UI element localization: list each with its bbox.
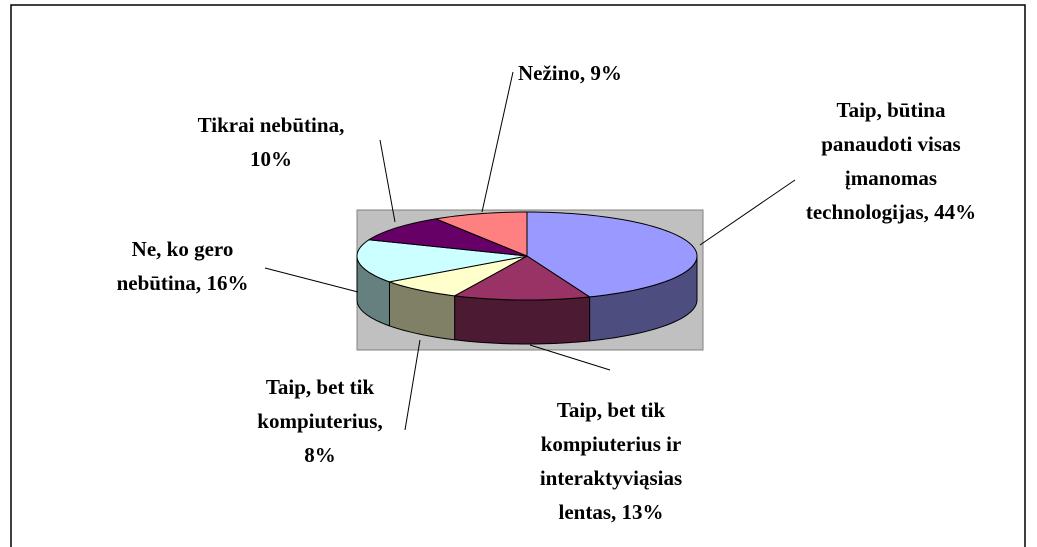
data-label: Taip, bet tik kompiuterius ir interaktyv… (522, 393, 700, 529)
value-label: 13% (621, 500, 664, 524)
data-label: Taip, būtina panaudoti visas įmanomas te… (802, 93, 980, 229)
data-label: Nežino, 9% (518, 56, 622, 90)
data-label: Tikrai nebūtina, 10% (182, 108, 360, 176)
category-label: Ne, ko gero nebūtina, (116, 237, 234, 295)
slice (453, 255, 592, 301)
leader-line (481, 71, 514, 213)
leader-line (379, 139, 396, 223)
category-label: Taip, bet tik kompiuterius ir interaktyv… (539, 398, 683, 524)
leader-line (529, 344, 611, 371)
pie (356, 211, 698, 345)
value-label: 16% (206, 271, 249, 295)
leader-line (404, 339, 421, 431)
value-label: 9% (590, 61, 622, 85)
chart-frame (10, 4, 1026, 547)
category-label: Tikrai nebūtina, (197, 113, 345, 137)
data-label: Ne, ko gero nebūtina, 16% (100, 232, 265, 300)
category-label: Taip, bet tik kompiuterius, (257, 375, 383, 433)
value-label: 10% (250, 147, 292, 171)
category-label: Nežino, (518, 61, 586, 85)
leader-line (699, 179, 796, 246)
value-label: 8% (304, 443, 336, 467)
slice (356, 239, 528, 283)
category-label: Taip, būtina panaudoti visas įmanomas te… (805, 98, 961, 224)
leader-line (264, 267, 359, 293)
slice (526, 211, 698, 298)
value-label: 44% (934, 200, 977, 224)
slice (434, 211, 528, 257)
slice (367, 218, 528, 257)
leader-lines (264, 71, 796, 431)
slice (387, 255, 528, 297)
slice-side (454, 295, 591, 345)
data-label: Taip, bet tik kompiuterius, 8% (245, 370, 395, 472)
